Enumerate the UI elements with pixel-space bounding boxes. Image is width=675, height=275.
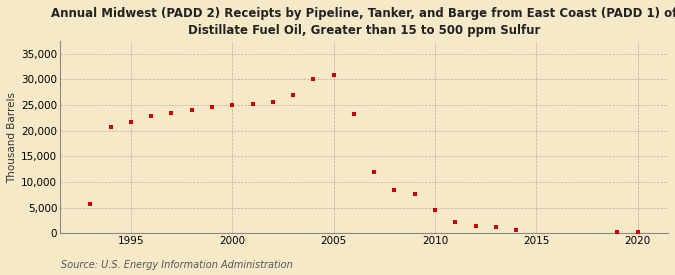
Point xyxy=(105,124,116,129)
Point xyxy=(612,230,623,235)
Point xyxy=(470,223,481,228)
Point xyxy=(511,227,522,232)
Title: Annual Midwest (PADD 2) Receipts by Pipeline, Tanker, and Barge from East Coast : Annual Midwest (PADD 2) Receipts by Pipe… xyxy=(51,7,675,37)
Point xyxy=(429,207,440,212)
Point xyxy=(369,169,379,174)
Point xyxy=(166,111,177,116)
Point xyxy=(227,103,238,107)
Point xyxy=(389,188,400,192)
Text: Source: U.S. Energy Information Administration: Source: U.S. Energy Information Administ… xyxy=(61,260,292,270)
Point xyxy=(409,192,420,196)
Point xyxy=(247,102,258,106)
Point xyxy=(348,112,359,116)
Point xyxy=(450,220,460,224)
Y-axis label: Thousand Barrels: Thousand Barrels xyxy=(7,92,17,183)
Point xyxy=(146,114,157,118)
Point xyxy=(632,230,643,234)
Point xyxy=(267,100,278,104)
Point xyxy=(328,73,339,78)
Point xyxy=(85,202,96,206)
Point xyxy=(288,93,298,97)
Point xyxy=(126,120,136,124)
Point xyxy=(308,77,319,82)
Point xyxy=(186,108,197,112)
Point xyxy=(490,225,501,229)
Point xyxy=(207,104,217,109)
